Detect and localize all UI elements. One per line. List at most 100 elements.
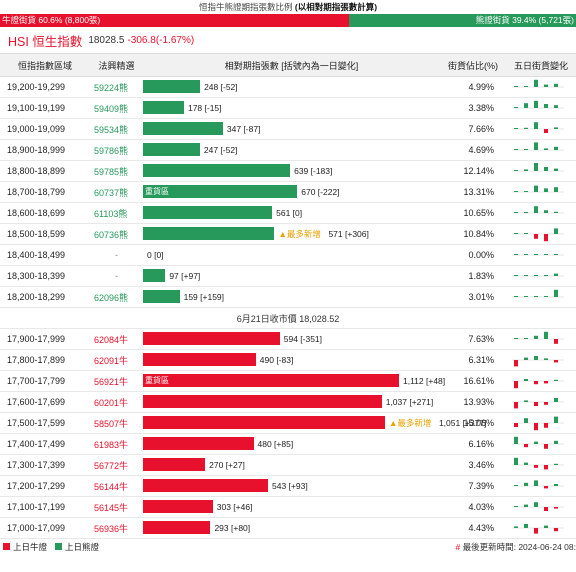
five-day-trend-cell bbox=[506, 286, 576, 308]
index-header: HSI 恒生指數 18028.5 -306.8(-1.67%) bbox=[0, 27, 576, 54]
warrant-code-link[interactable]: 61983牛 bbox=[90, 433, 143, 455]
warrant-code-link[interactable]: 56921牛 bbox=[90, 370, 143, 392]
five-day-trend-cell bbox=[506, 433, 576, 455]
sparkline-bar bbox=[554, 254, 558, 255]
warrant-code-link[interactable]: 62096熊 bbox=[90, 286, 143, 308]
sparkline-bar bbox=[524, 233, 528, 234]
sparkline-bar bbox=[554, 339, 558, 344]
contracts-bar bbox=[143, 143, 200, 156]
share-pct-cell: 1.83% bbox=[440, 265, 506, 287]
table-row: 17,900-17,999 62084牛 594 [-351] 7.63% bbox=[0, 328, 576, 350]
sparkline-bar bbox=[554, 289, 558, 297]
last-updated: # 最後更新時間: 2024-06-24 08: bbox=[456, 539, 576, 555]
sparkline-bar bbox=[514, 212, 518, 213]
index-name[interactable]: HSI 恒生指數 bbox=[8, 34, 83, 49]
warrant-code-link[interactable]: 61103熊 bbox=[90, 202, 143, 224]
table-row: 17,700-17,799 56921牛 重貨區 1,112 [+48] 16.61% bbox=[0, 370, 576, 392]
warrant-code-link[interactable]: 62091牛 bbox=[90, 349, 143, 371]
sparkline-bar bbox=[554, 507, 558, 509]
bear-ratio-segment: 熊證街貨 39.4% (5,721張) bbox=[348, 14, 576, 27]
sparkline-bar bbox=[544, 167, 548, 171]
warrant-code-link[interactable]: 62084牛 bbox=[90, 328, 143, 350]
warrant-code-link[interactable]: 60736熊 bbox=[90, 223, 143, 245]
sparkline-bar bbox=[514, 485, 518, 486]
five-day-trend-cell bbox=[506, 370, 576, 392]
sparkline-bar bbox=[534, 100, 538, 108]
bull-ratio-label: 牛證街貨 60.6% (8,800張) bbox=[2, 15, 101, 25]
sparkline-bar bbox=[554, 463, 558, 465]
share-pct-cell: 3.46% bbox=[440, 454, 506, 476]
five-day-trend-cell bbox=[506, 139, 576, 161]
sparkline-bar bbox=[534, 402, 538, 406]
five-day-sparkline bbox=[512, 289, 564, 298]
warrant-code-link[interactable]: 59786熊 bbox=[90, 139, 143, 161]
share-pct-cell: 0.00% bbox=[440, 244, 506, 266]
contracts-bar bbox=[143, 269, 166, 282]
warrant-code-link[interactable]: 60201牛 bbox=[90, 391, 143, 413]
warrant-code-link[interactable]: 56145牛 bbox=[90, 496, 143, 518]
sparkline-bar bbox=[524, 504, 528, 507]
range-cell: 17,600-17,699 bbox=[0, 391, 90, 413]
warrant-code-link[interactable]: 58507牛 bbox=[90, 412, 143, 434]
five-day-sparkline bbox=[512, 142, 564, 151]
warrant-code-link[interactable]: 59534熊 bbox=[90, 118, 143, 140]
five-day-trend-cell bbox=[506, 328, 576, 350]
contracts-cell: 重貨區 670 [-222] bbox=[143, 181, 440, 203]
sparkline-bar bbox=[534, 206, 538, 213]
contracts-bar bbox=[143, 80, 201, 93]
contracts-bar bbox=[143, 458, 206, 471]
sparkline-bar bbox=[544, 148, 548, 150]
range-cell: 18,300-18,399 bbox=[0, 265, 90, 287]
sparkline-bar bbox=[514, 170, 518, 171]
warrant-code-link[interactable]: 60737熊 bbox=[90, 181, 143, 203]
sparkline-bar bbox=[544, 254, 548, 255]
warrant-code-link[interactable]: 56144牛 bbox=[90, 475, 143, 497]
sparkline-bar bbox=[534, 122, 538, 129]
contracts-cell: 480 [+85] bbox=[143, 433, 440, 455]
sparkline-bar bbox=[554, 398, 558, 402]
sparkline-bar bbox=[514, 436, 518, 444]
bear-swatch-icon bbox=[55, 543, 63, 550]
legend-bull: 上日牛證 bbox=[3, 539, 47, 555]
sparkline-bar bbox=[534, 185, 538, 192]
sparkline-bar bbox=[524, 212, 528, 213]
five-day-trend-cell bbox=[506, 391, 576, 413]
warrant-code-link[interactable]: 59409熊 bbox=[90, 97, 143, 119]
contracts-label: 0 [0] bbox=[147, 250, 164, 260]
sparkline-bar bbox=[514, 506, 518, 507]
five-day-trend-cell bbox=[506, 118, 576, 140]
sparkline-bar bbox=[514, 254, 518, 255]
warrant-code-link: - bbox=[90, 265, 143, 287]
share-pct-cell: 7.63% bbox=[440, 328, 506, 350]
warrant-code-link[interactable]: 56936牛 bbox=[90, 517, 143, 539]
cbbc-distribution-table: 恒指指數區域 法興精選 相對期指張數 [括號內為一日變化] 街貨佔比(%) 五日… bbox=[0, 54, 576, 539]
sparkline-bar bbox=[524, 86, 528, 87]
sparkline-bar bbox=[524, 127, 528, 129]
range-cell: 17,700-17,799 bbox=[0, 370, 90, 392]
table-row: 19,000-19,099 59534熊 347 [-87] 7.66% bbox=[0, 118, 576, 140]
five-day-trend-cell bbox=[506, 160, 576, 182]
sparkline-bar bbox=[514, 296, 518, 297]
five-day-sparkline bbox=[512, 480, 564, 489]
sparkline-bar bbox=[544, 465, 548, 470]
sparkline-bar bbox=[544, 84, 548, 87]
warrant-code-link[interactable]: 56772牛 bbox=[90, 454, 143, 476]
five-day-sparkline bbox=[512, 356, 564, 367]
sparkline-bar bbox=[524, 379, 528, 381]
contracts-label: 543 [+93] bbox=[272, 481, 308, 491]
five-day-trend-cell bbox=[506, 244, 576, 266]
contracts-label: 1,037 [+271] bbox=[385, 397, 434, 407]
five-day-sparkline bbox=[512, 273, 564, 277]
sparkline-bar bbox=[524, 191, 528, 192]
range-cell: 17,900-17,999 bbox=[0, 328, 90, 350]
sparkline-bar bbox=[544, 234, 548, 242]
warrant-code-link[interactable]: 59785熊 bbox=[90, 160, 143, 182]
sparkline-bar bbox=[524, 357, 528, 360]
contracts-bar bbox=[143, 227, 275, 240]
warrant-code-link[interactable]: 59224熊 bbox=[90, 76, 143, 98]
contracts-cell: 303 [+46] bbox=[143, 496, 440, 518]
contracts-label: 178 [-15] bbox=[187, 103, 222, 113]
sparkline-bar bbox=[524, 103, 528, 108]
legend: 上日牛證 上日熊證 # 最後更新時間: 2024-06-24 08: bbox=[0, 539, 576, 555]
col-header-code: 法興精選 bbox=[90, 54, 143, 77]
